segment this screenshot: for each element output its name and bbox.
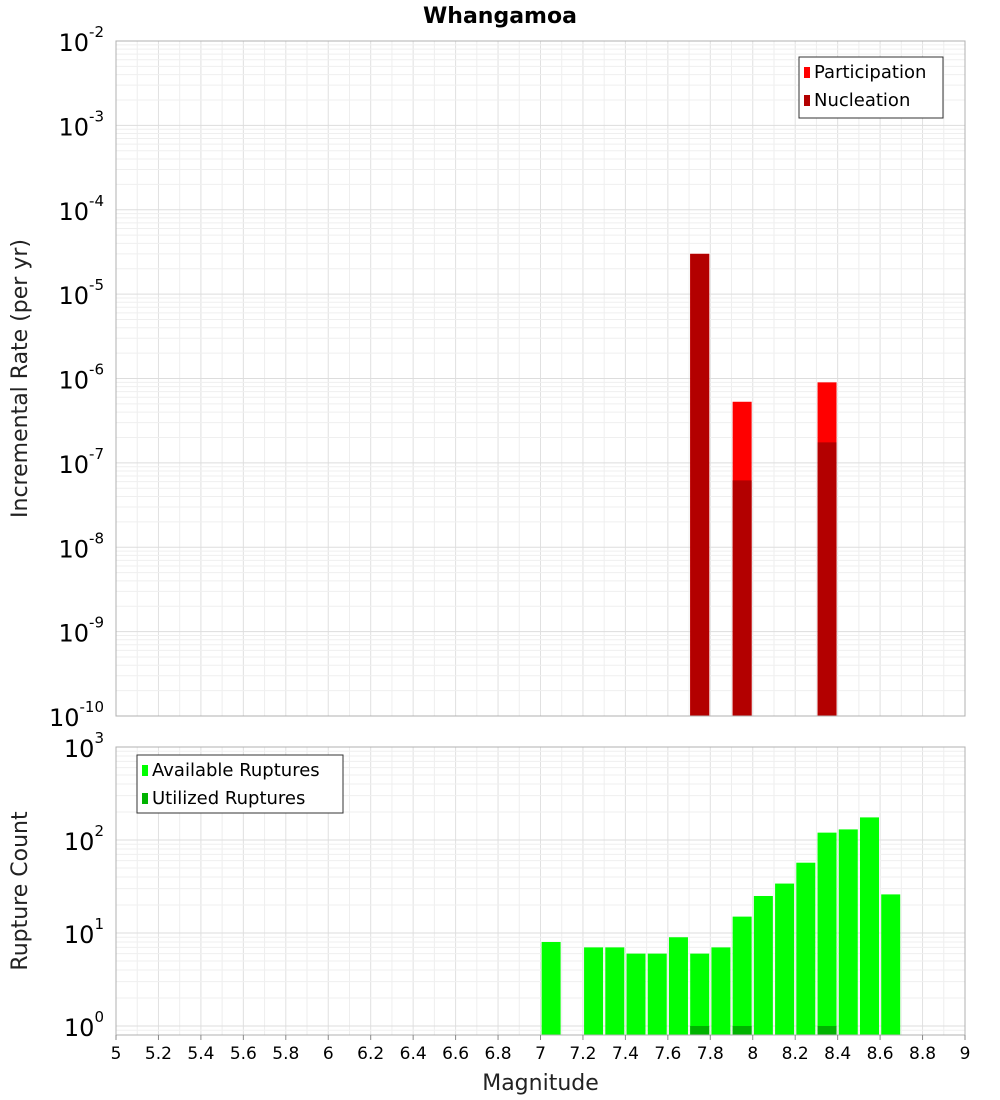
x-tick-label: 7 — [535, 1044, 546, 1064]
available-bar — [838, 829, 858, 1035]
available-bar — [859, 817, 879, 1035]
rate-legend-swatch — [804, 95, 810, 106]
count-y-tick-label: 102 — [64, 822, 104, 856]
available-bar — [711, 947, 731, 1035]
rate-y-tick-label: 10-7 — [58, 445, 104, 479]
participation-rate-plot: 10-10 10-9 10-8 10-7 10-6 10-5 10-4 10-3 10-2 Inc… — [8, 23, 966, 732]
x-tick-label: 8.2 — [782, 1044, 809, 1064]
rate-y-tick-label: 10-4 — [58, 192, 104, 226]
count-y-tick-label: 103 — [64, 729, 104, 763]
x-tick-label: 9 — [960, 1044, 971, 1064]
rate-legend-swatch — [804, 67, 810, 78]
x-tick-label: 6 — [323, 1044, 334, 1064]
rate-y-tick-label: 10-5 — [58, 276, 104, 310]
rate-y-tick-label: 10-2 — [58, 23, 104, 57]
x-tick-label: 7.8 — [697, 1044, 724, 1064]
x-tick-label: 6.2 — [357, 1044, 384, 1064]
y-axis-label-rate: Incremental Rate (per yr) — [8, 239, 33, 518]
rate-y-tick-label: 10-6 — [58, 361, 104, 395]
available-bar — [817, 832, 837, 1035]
available-bar — [626, 953, 646, 1035]
rate-legend-box — [798, 56, 944, 119]
available-bar — [605, 947, 625, 1035]
y-axis-label-count: Rupture Count — [8, 811, 33, 971]
count-legend-swatch — [142, 793, 148, 804]
x-tick-label: 7.6 — [654, 1044, 681, 1064]
available-bar — [690, 953, 710, 1035]
available-bar — [668, 937, 688, 1035]
rate-legend-label: Nucleation — [814, 90, 910, 111]
rate-y-tick-label: 10-9 — [58, 614, 104, 648]
rate-y-tick-label: 10-10 — [49, 698, 104, 732]
x-tick-label: 5.6 — [230, 1044, 257, 1064]
count-y-tick-label: 100 — [64, 1008, 104, 1042]
x-tick-label: 6.6 — [442, 1044, 469, 1064]
rate-legend-label: Participation — [814, 62, 926, 83]
available-bar — [775, 883, 795, 1035]
x-tick-label: 8.4 — [824, 1044, 851, 1064]
available-bar — [881, 894, 901, 1035]
count-y-tick-label: 101 — [64, 915, 104, 949]
available-bar — [647, 953, 667, 1035]
x-tick-label: 6.8 — [485, 1044, 512, 1064]
count-legend-box — [136, 754, 344, 814]
utilized-bar — [690, 1025, 710, 1035]
x-tick-label: 7.4 — [612, 1044, 639, 1064]
plot-frame — [115, 40, 966, 717]
x-tick-label: 8.6 — [867, 1044, 894, 1064]
x-tick-label: 8 — [747, 1044, 758, 1064]
rate-y-tick-label: 10-3 — [58, 107, 104, 141]
available-bar — [584, 947, 604, 1035]
nucleation-bar — [690, 253, 710, 716]
available-bar — [796, 862, 816, 1035]
nucleation-bar — [817, 442, 837, 716]
x-tick-label: 8.8 — [909, 1044, 936, 1064]
x-tick-label: 5.8 — [272, 1044, 299, 1064]
available-bar — [753, 895, 773, 1035]
x-tick-label: 7.2 — [569, 1044, 596, 1064]
utilized-bar — [732, 1025, 752, 1035]
x-tick-label: 6.4 — [400, 1044, 427, 1064]
chart-title: Whangamoa — [423, 4, 577, 29]
nucleation-bar — [732, 480, 752, 716]
rupture-count-plot: 100 101 102 103 Rupture Count Available Ruptu… — [8, 729, 970, 1096]
x-tick-label: 5.4 — [187, 1044, 214, 1064]
count-legend-swatch — [142, 765, 148, 776]
count-legend-label: Available Ruptures — [152, 760, 320, 781]
available-bar — [732, 916, 752, 1035]
available-bar — [541, 942, 561, 1035]
x-axis-label: Magnitude — [482, 1071, 599, 1096]
x-tick-label: 5.2 — [145, 1044, 172, 1064]
count-legend-label: Utilized Ruptures — [152, 788, 305, 809]
x-tick-label: 5 — [111, 1044, 122, 1064]
rate-y-tick-label: 10-8 — [58, 529, 104, 563]
utilized-bar — [817, 1025, 837, 1035]
